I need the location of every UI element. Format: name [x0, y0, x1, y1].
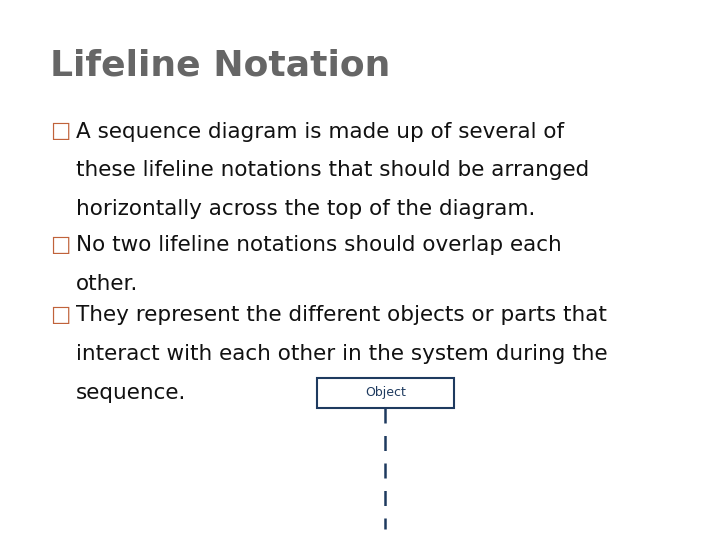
Text: horizontally across the top of the diagram.: horizontally across the top of the diagr… [76, 199, 535, 219]
Text: □: □ [50, 305, 71, 325]
Text: sequence.: sequence. [76, 383, 186, 403]
Text: A sequence diagram is made up of several of: A sequence diagram is made up of several… [76, 122, 564, 141]
Text: No two lifeline notations should overlap each: No two lifeline notations should overlap… [76, 235, 562, 255]
Text: other.: other. [76, 274, 138, 294]
Text: Object: Object [365, 386, 405, 400]
Text: interact with each other in the system during the: interact with each other in the system d… [76, 344, 607, 364]
Bar [317, 378, 454, 408]
Text: □: □ [50, 122, 71, 141]
Text: They represent the different objects or parts that: They represent the different objects or … [76, 305, 606, 325]
Text: these lifeline notations that should be arranged: these lifeline notations that should be … [76, 160, 589, 180]
Text: Lifeline Notation: Lifeline Notation [50, 49, 391, 83]
Text: □: □ [50, 235, 71, 255]
